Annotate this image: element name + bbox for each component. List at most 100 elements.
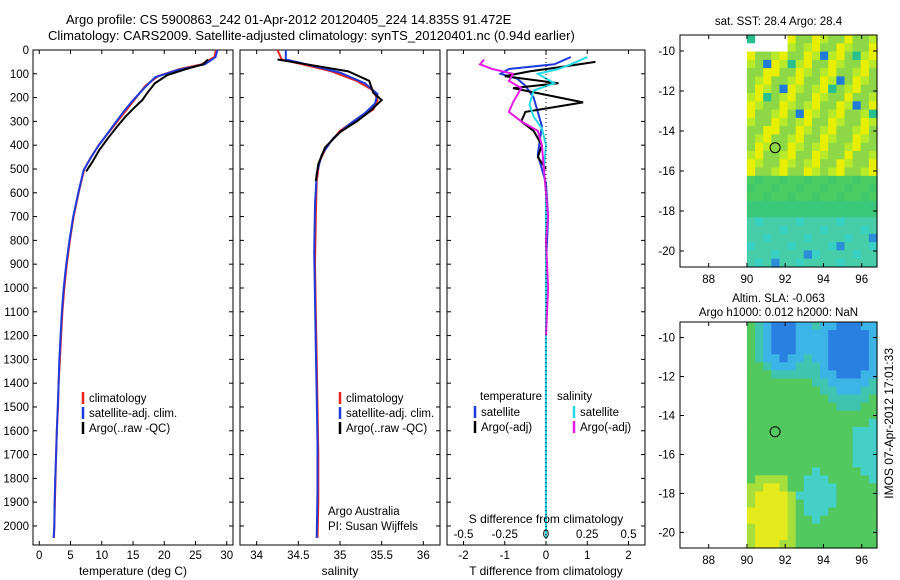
sst_map-cell: [795, 93, 805, 102]
sla_map-cell: [763, 354, 772, 363]
sst_map-cell: [763, 43, 772, 53]
sla_map-cell: [795, 386, 805, 396]
sst_map-cell: [755, 151, 764, 160]
y-tick-label: 1500: [3, 402, 29, 414]
sst_map-cell: [860, 175, 870, 185]
sst_map-cell: [795, 258, 805, 268]
sla_map-cell: [746, 426, 756, 436]
sla_map-cell: [746, 515, 756, 525]
sst_map-cell: [795, 209, 805, 218]
sla_map-cell: [771, 435, 780, 444]
sla_map-cell: [852, 338, 862, 347]
sst_map-cell: [746, 233, 756, 243]
sla_map-cell: [852, 418, 862, 428]
sla_map-cell: [820, 322, 829, 331]
salinity-series-line-2: [277, 58, 384, 182]
sla_map-cell: [844, 507, 854, 517]
sst_map-cell: [852, 159, 862, 169]
sst_map-cell: [828, 217, 837, 227]
sst_map-cell: [868, 84, 878, 94]
sst_map-cell: [844, 68, 854, 77]
sst_map-cell: [860, 142, 870, 152]
sst_map-x-tick-label: 90: [741, 274, 754, 286]
sst_map-cell: [812, 109, 821, 119]
sst_map-cell: [836, 250, 846, 260]
sst_map-cell: [771, 35, 780, 44]
sla_map-cell: [787, 338, 797, 347]
sla_map-cell: [836, 322, 846, 331]
sla_map-x-tick-label: 92: [779, 555, 792, 567]
sla_map-cell: [844, 410, 854, 420]
sla_map-cell: [812, 426, 821, 436]
sla_map-cell: [755, 491, 764, 501]
sla_map-cell: [860, 354, 870, 363]
sla_map-cell: [868, 451, 878, 460]
sla_map-cell: [852, 378, 862, 388]
sla_map-cell: [763, 362, 772, 372]
sst_map-cell: [852, 43, 862, 53]
temperature-series-line-1: [52, 49, 219, 538]
sst_map-cell: [787, 242, 797, 251]
sst_map-cell: [795, 142, 805, 152]
sla_map-cell: [820, 531, 829, 541]
sla_map-cell: [860, 483, 870, 493]
sst_map-cell: [828, 109, 837, 119]
sla_map-cell: [828, 443, 837, 452]
sla_map-x-tick-label: 90: [741, 555, 754, 567]
sst_map-cell: [844, 200, 854, 210]
sst_map-cell: [746, 43, 756, 53]
sst_map-cell: [860, 93, 870, 102]
sst_map-cell: [803, 51, 813, 61]
sst_map-cell: [844, 76, 854, 86]
sst_map-cell: [820, 217, 829, 227]
sst_map-cell: [836, 175, 846, 185]
sst_map-cell: [820, 184, 829, 193]
sla_map-cell: [868, 507, 878, 517]
y-tick-label: 1700: [3, 450, 29, 462]
sst_map-cell: [828, 159, 837, 169]
sla_map-cell: [779, 402, 789, 412]
sst_map-cell: [836, 167, 846, 177]
temperature-x-tick-label: 15: [127, 550, 140, 562]
sla_map-cell: [755, 362, 764, 372]
sla_map-cell: [828, 338, 837, 347]
sla_map-cell: [746, 386, 756, 396]
sla_map-cell: [820, 362, 829, 372]
sst_map-cell: [836, 126, 846, 135]
sla_map-cell: [771, 346, 780, 355]
sst_map-cell: [746, 93, 756, 102]
temperature-legend-label: satellite-adj. clim.: [89, 408, 177, 420]
sla_map-cell: [868, 402, 878, 412]
sla_map-cell: [812, 346, 821, 355]
sst_map-cell: [868, 167, 878, 177]
sla_map-y-tick-label: -20: [658, 527, 675, 539]
sla_map-cell: [844, 483, 854, 493]
sla_map-cell: [820, 467, 829, 476]
sla_map-cell: [803, 394, 813, 404]
sst_map-cell: [763, 225, 772, 235]
difference-sal-tick-label: -0.25: [492, 529, 518, 541]
sst_map-cell: [787, 192, 797, 202]
sst_map-cell: [852, 84, 862, 94]
sla_map-cell: [795, 378, 805, 388]
sst_map-cell: [763, 175, 772, 185]
sst_map-cell: [795, 43, 805, 53]
sla_map-cell: [771, 410, 780, 420]
sla_map-cell: [868, 386, 878, 396]
sla_map-cell: [828, 402, 837, 412]
sst_map-cell: [763, 101, 772, 111]
sla_map-cell: [771, 523, 780, 533]
sst_map-cell: [860, 51, 870, 61]
sst_map-y-tick-label: -12: [658, 86, 675, 98]
sla_map-cell: [746, 499, 756, 509]
sla_map-cell: [812, 483, 821, 493]
sst_map-cell: [820, 142, 829, 152]
sst_map-cell: [795, 151, 805, 160]
sla_map-cell: [852, 330, 862, 339]
sst_map-cell: [812, 93, 821, 102]
sst_map-cell: [787, 250, 797, 260]
sla_map-cell: [844, 386, 854, 396]
sst_map-cell: [787, 209, 797, 218]
sst_map-cell: [779, 109, 789, 119]
sla_map-cell: [771, 539, 780, 549]
